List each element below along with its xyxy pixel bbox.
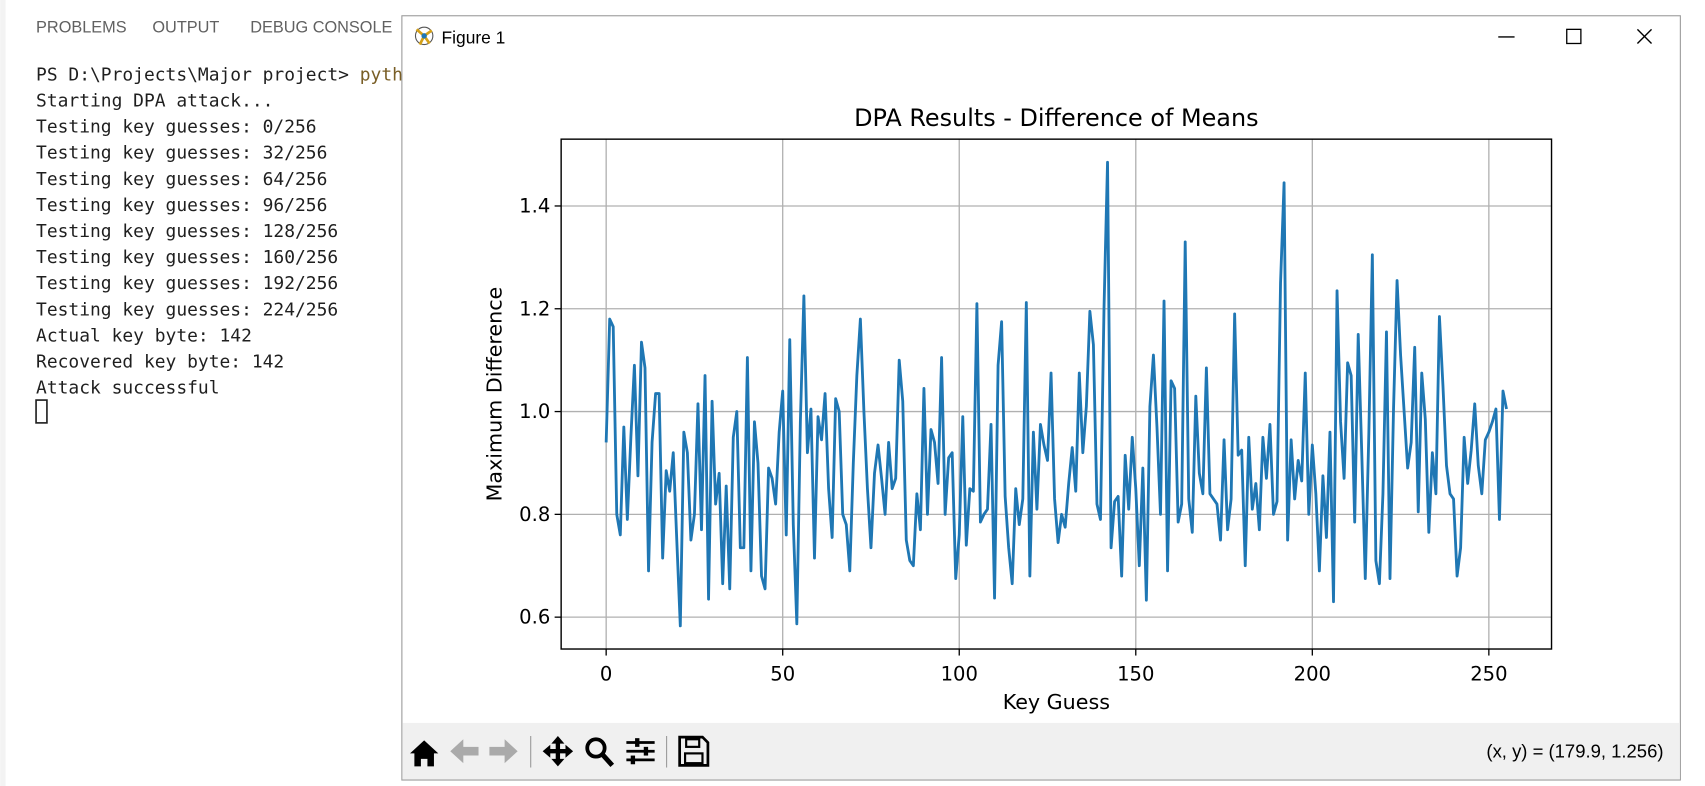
terminal-output: Starting DPA attack... Testing key guesse… — [36, 91, 338, 399]
terminal-line: Testing key guesses: 160/256 — [36, 247, 338, 268]
app-icon — [414, 26, 434, 46]
x-tick-label: 250 — [1470, 663, 1507, 686]
x-tick-label: 200 — [1294, 663, 1331, 686]
back-button[interactable] — [450, 739, 479, 764]
command: pyth — [360, 64, 403, 85]
figure-window: Figure 1 DPA Results - Difference of Mea… — [401, 15, 1681, 781]
terminal-line: Testing key guesses: 32/256 — [36, 143, 327, 164]
panel-tab[interactable]: DEBUG CONSOLE — [250, 19, 392, 37]
forward-button[interactable] — [489, 739, 518, 764]
maximize-button[interactable] — [1566, 28, 1582, 45]
panel-tab[interactable]: OUTPUT — [152, 19, 219, 37]
save-button[interactable] — [678, 735, 710, 767]
x-tick-label: 100 — [941, 663, 978, 686]
home-button[interactable] — [410, 740, 439, 767]
terminal-line: Attack successful — [36, 378, 219, 399]
cursor — [35, 399, 48, 424]
cursor-status: (x, y) = (179.9, 1.256) — [1486, 741, 1663, 762]
terminal-line: Testing key guesses: 192/256 — [36, 273, 338, 294]
window-title: Figure 1 — [442, 27, 506, 47]
terminal-line: Testing key guesses: 0/256 — [36, 117, 317, 138]
terminal-line: Actual key byte: 142 — [36, 325, 252, 346]
terminal-panel: PROBLEMS OUTPUT DEBUG CONSOLE PS D:\Proj… — [35, 19, 403, 424]
save-icon-part — [685, 738, 701, 748]
x-tick-label: 0 — [600, 663, 612, 686]
y-tick-label: 1.2 — [519, 297, 550, 320]
axes-frame — [560, 138, 1553, 650]
x-tick-label: 50 — [770, 663, 795, 686]
terminal-line: Recovered key byte: 142 — [36, 351, 284, 372]
toolbar — [402, 722, 1680, 780]
configure-button[interactable] — [626, 738, 655, 765]
panel-tab[interactable]: PROBLEMS — [36, 19, 127, 37]
zoom-handle — [600, 752, 615, 767]
prompt: PS D:\Projects\Major project> — [36, 64, 360, 85]
plot: DPA Results - Difference of Means 0 50 100 1… — [482, 104, 1553, 714]
zoom-button[interactable] — [585, 737, 607, 759]
chart-title: DPA Results - Difference of Means — [854, 104, 1258, 132]
data-line — [604, 160, 1508, 628]
y-tick-label: 0.8 — [519, 503, 550, 526]
y-tick-label: 0.6 — [519, 606, 550, 629]
toolbar-icons — [410, 735, 710, 768]
save-icon-part — [683, 752, 704, 765]
terminal-prompt-line: PS D:\Projects\Major project> pyth — [36, 64, 403, 85]
sidebar-edge — [0, 0, 6, 786]
terminal-line: Testing key guesses: 96/256 — [36, 195, 327, 216]
x-tick-label: 150 — [1117, 663, 1154, 686]
pan-button[interactable] — [542, 735, 574, 767]
x-axis-label: Key Guess — [1003, 690, 1110, 714]
y-axis-label: Maximum Difference — [482, 287, 506, 502]
terminal-line: Testing key guesses: 64/256 — [36, 169, 327, 190]
close-button[interactable] — [1636, 28, 1653, 44]
terminal-line: Starting DPA attack... — [36, 91, 273, 112]
y-tick-label: 1.4 — [519, 194, 550, 217]
terminal-line: Testing key guesses: 224/256 — [36, 299, 338, 320]
y-tick-label: 1.0 — [519, 400, 550, 423]
terminal-line: Testing key guesses: 128/256 — [36, 221, 338, 242]
